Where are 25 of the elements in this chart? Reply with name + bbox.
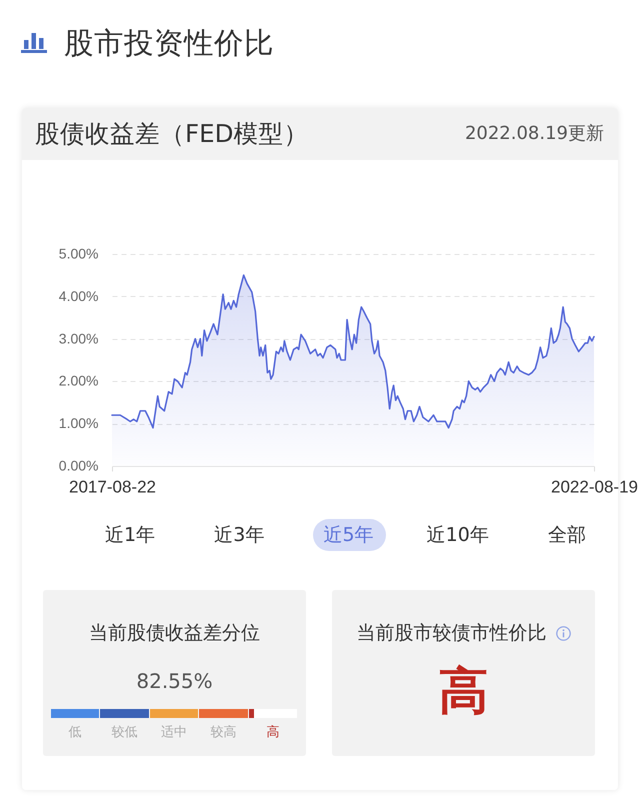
- text: 当前股债收益差分位: [89, 622, 260, 644]
- text: 近3年: [214, 524, 264, 546]
- y-tick-label: 5.00%: [58, 246, 98, 262]
- text: 高: [438, 662, 488, 720]
- x-tick-label: 2017-08-22: [69, 478, 156, 496]
- text: 较高: [210, 724, 236, 740]
- text: 高: [266, 724, 280, 740]
- text: 低: [68, 724, 82, 740]
- y-tick-label: 3.00%: [58, 330, 98, 346]
- data-label: 82.55%: [136, 669, 213, 693]
- chart-title: 股市投资性价比: [64, 26, 274, 60]
- x-tick-label: 2022-08-19: [551, 478, 638, 496]
- text: 近1年: [104, 524, 156, 546]
- text: 近5年: [323, 524, 374, 546]
- y-tick-label: 1.00%: [58, 415, 98, 432]
- text: 较低: [112, 724, 138, 740]
- text: 全部: [548, 524, 586, 546]
- text: 近10年: [426, 524, 489, 546]
- y-tick-label: 2.00%: [58, 372, 98, 389]
- text: 当前股市较债市性价比: [356, 622, 546, 644]
- chart-subtitle: 股债收益差（FED模型）: [35, 118, 308, 148]
- text: 适中: [161, 724, 187, 740]
- y-tick-label: 0.00%: [58, 458, 98, 474]
- y-tick-label: 4.00%: [58, 288, 98, 304]
- text: 2022.08.19更新: [464, 123, 604, 144]
